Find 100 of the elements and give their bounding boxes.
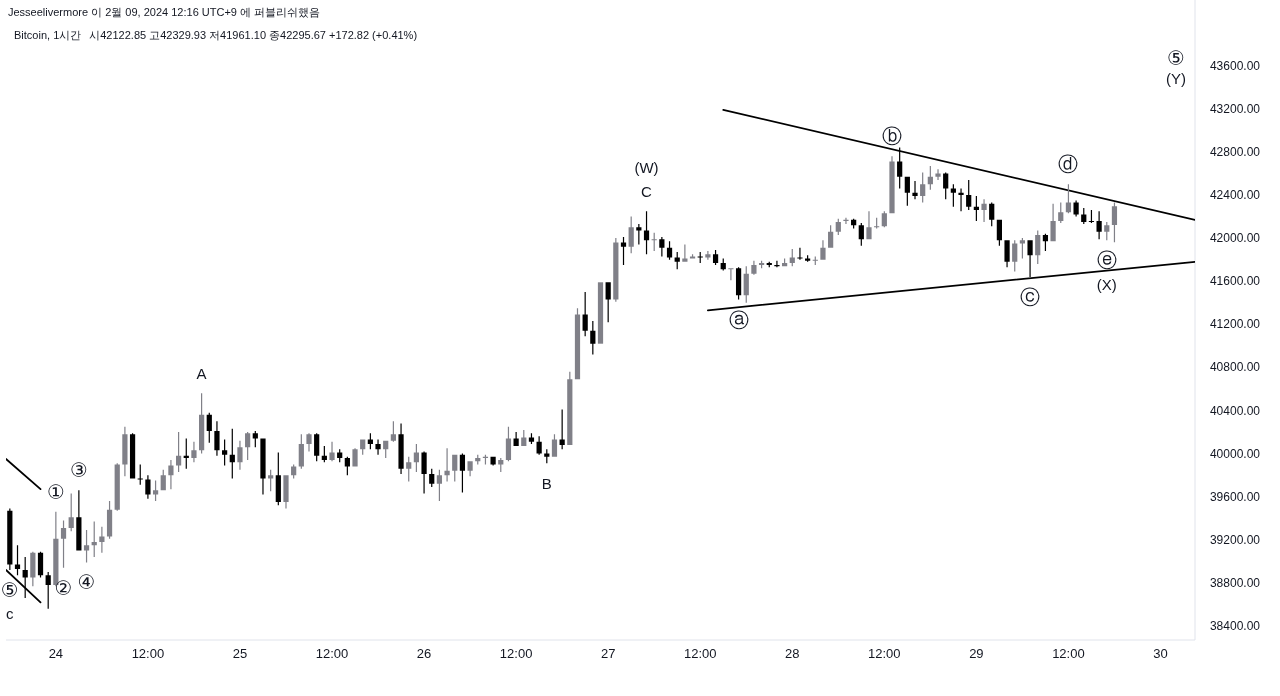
candlestick — [805, 255, 811, 262]
candlestick — [1035, 230, 1041, 264]
candlestick — [551, 434, 558, 457]
annotation: ⓓ — [1058, 153, 1079, 176]
candlestick — [828, 225, 834, 248]
candlestick — [444, 448, 450, 482]
y-tick-label: 40000.00 — [1209, 446, 1261, 461]
x-tick-label: 26 — [416, 645, 432, 661]
candlestick — [966, 179, 972, 211]
candlestick — [436, 469, 443, 502]
candlestick — [735, 267, 742, 300]
candlestick — [329, 441, 335, 462]
candlestick — [1019, 238, 1026, 259]
candlestick — [206, 412, 212, 443]
y-tick-label: 39200.00 — [1209, 532, 1261, 547]
annotation: ⑤ — [1167, 47, 1185, 69]
x-tick-label: 12:00 — [868, 645, 901, 661]
candlestick — [1104, 221, 1110, 241]
candlestick — [743, 266, 749, 303]
candlestick — [989, 202, 995, 227]
candlestick — [858, 223, 864, 246]
candlestick — [37, 551, 44, 578]
candlestick — [76, 490, 82, 551]
annotation: ④ — [77, 571, 96, 594]
y-tick-label: 40800.00 — [1209, 360, 1261, 375]
y-tick-label: 43600.00 — [1209, 58, 1261, 73]
candlestick — [689, 254, 696, 259]
candlestick — [574, 308, 581, 380]
annotation: ⑤ — [0, 578, 19, 601]
candlestick — [1096, 211, 1102, 240]
candlestick — [314, 433, 320, 462]
candlestick — [452, 454, 458, 482]
annotation: ③ — [69, 459, 88, 482]
candlestick — [1058, 202, 1064, 224]
candlestick — [421, 451, 427, 494]
annotation: ⓑ — [882, 125, 902, 148]
candlestick — [406, 456, 412, 482]
candlestick — [199, 393, 205, 454]
candlestick — [30, 551, 36, 587]
y-tick-label: 41200.00 — [1209, 317, 1261, 332]
candlestick — [605, 282, 611, 323]
y-tick-label: 43200.00 — [1209, 101, 1261, 116]
candlestick — [390, 421, 396, 442]
candlestick — [996, 219, 1002, 246]
candlestick — [958, 188, 964, 212]
y-tick-label: 41600.00 — [1209, 274, 1261, 289]
y-tick-label: 38800.00 — [1209, 575, 1261, 590]
annotation: ⓔ — [1096, 249, 1117, 272]
annotation: c — [6, 605, 15, 623]
candlestick — [728, 268, 734, 281]
candlestick — [521, 429, 527, 447]
candlestick — [129, 433, 136, 479]
x-tick-label: 12:00 — [131, 645, 165, 661]
annotation: ⓒ — [1020, 285, 1041, 308]
x-tick-label: 12:00 — [499, 645, 533, 661]
candlestick — [881, 211, 887, 228]
candlestick — [820, 240, 826, 260]
candlestick — [1004, 240, 1010, 268]
candlestick — [260, 438, 266, 495]
annotation: Jesseelivermore 이 2월 09, 2024 12:16 UTC+9 에 퍼블리쉬했음 — [8, 6, 321, 18]
candlestick — [283, 475, 289, 509]
candlestick — [920, 172, 926, 203]
annotation: A — [196, 364, 207, 382]
candlestick — [245, 432, 251, 461]
candlestick — [222, 439, 228, 466]
candlestick — [620, 237, 627, 266]
text: Bitcoin, 1시간 — [14, 29, 82, 41]
candlestick — [375, 439, 381, 455]
y-tick-label: 42400.00 — [1209, 188, 1261, 203]
annotation: ⓐ — [728, 308, 749, 331]
annotation: (Y) — [1166, 69, 1186, 87]
candlestick — [122, 426, 128, 477]
text: 시42122.85 고42329.93 저41961.10 종42295.67 +172.82 (+0.41%) — [89, 29, 418, 41]
candlestick — [935, 169, 941, 180]
candlestick — [912, 181, 918, 200]
candlestick — [904, 176, 910, 206]
candlestick — [114, 463, 120, 511]
candlestick — [1050, 203, 1056, 242]
y-tick-label: 42800.00 — [1209, 144, 1261, 159]
candlestick — [628, 216, 634, 254]
candlestick — [567, 371, 573, 445]
candlestick — [291, 464, 297, 479]
candlestick — [797, 247, 803, 260]
candlestick — [1012, 240, 1018, 272]
candlestick — [1111, 202, 1118, 243]
candlestick — [636, 224, 642, 245]
candlestick — [99, 526, 105, 553]
annotation: C — [641, 182, 653, 200]
candlestick — [83, 530, 90, 563]
candlestick — [866, 211, 872, 240]
candlestick — [582, 291, 588, 337]
candlestick — [306, 433, 312, 452]
candlestick — [613, 238, 619, 302]
candlestick — [106, 501, 113, 539]
candlestick — [897, 147, 903, 189]
y-tick-label: 40400.00 — [1209, 403, 1261, 418]
candlestick — [705, 251, 711, 260]
candlestick — [237, 440, 243, 470]
candlestick — [889, 156, 895, 214]
candlestick — [666, 241, 673, 260]
